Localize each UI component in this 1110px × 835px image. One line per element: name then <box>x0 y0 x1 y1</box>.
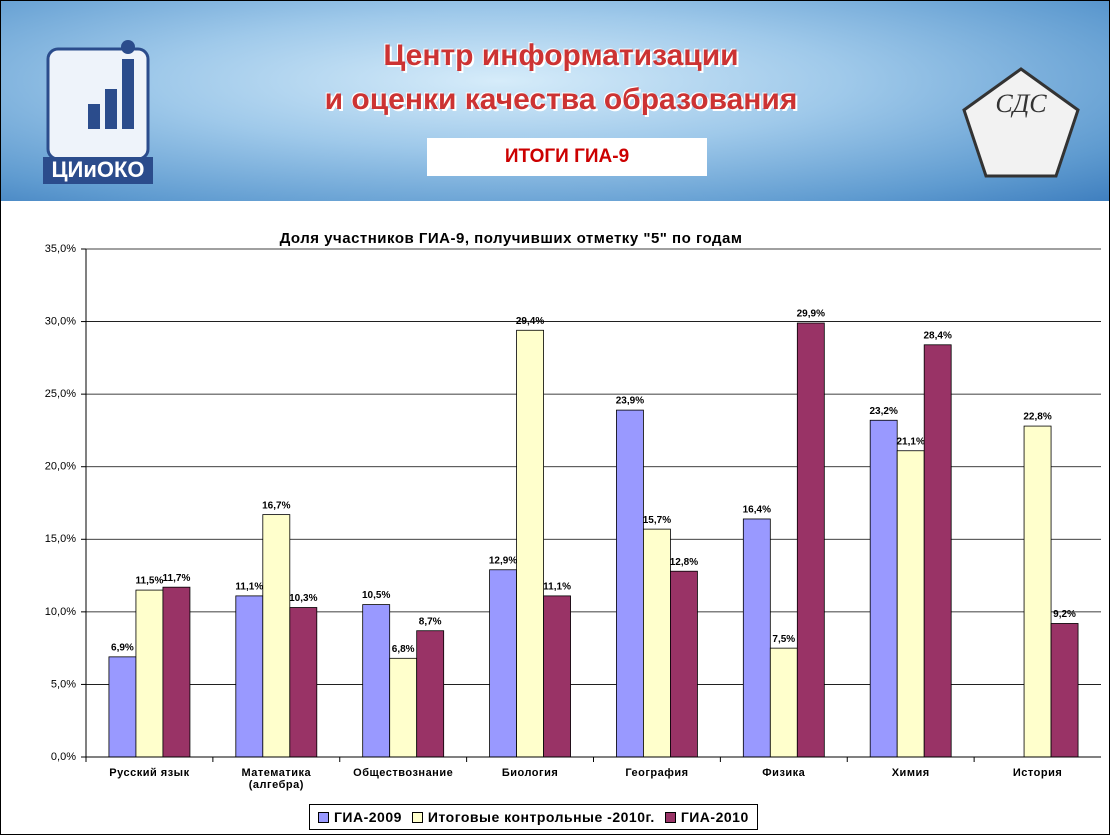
data-label: 21,1% <box>897 436 925 447</box>
bar <box>236 596 263 757</box>
bar <box>263 515 290 757</box>
chart: Доля участников ГИА-9, получивших отметк… <box>1 1 1109 834</box>
data-label: 9,2% <box>1053 609 1076 620</box>
y-tick-label: 20,0% <box>45 461 76 473</box>
data-label: 6,8% <box>392 644 415 655</box>
data-label: 23,9% <box>616 396 644 407</box>
bar <box>670 571 697 757</box>
bar <box>290 608 317 757</box>
data-label: 8,7% <box>419 616 442 627</box>
bar <box>1051 623 1078 757</box>
x-tick-label: Физика <box>724 767 844 779</box>
bar <box>897 451 924 757</box>
legend-label: Итоговые контрольные -2010г. <box>428 809 655 825</box>
x-tick-label: Химия <box>851 767 971 779</box>
data-label: 10,3% <box>289 593 317 604</box>
y-tick-label: 10,0% <box>45 606 76 618</box>
data-label: 11,1% <box>235 582 263 593</box>
bar <box>770 648 797 757</box>
data-label: 29,9% <box>797 309 825 320</box>
data-label: 7,5% <box>772 634 795 645</box>
bar <box>390 658 417 757</box>
data-label: 11,7% <box>163 573 191 584</box>
y-tick-label: 25,0% <box>45 388 76 400</box>
x-tick-label: Математика (алгебра) <box>216 767 336 791</box>
legend-swatch <box>318 812 329 823</box>
legend-label: ГИА-2010 <box>681 809 749 825</box>
data-label: 10,5% <box>362 590 390 601</box>
data-label: 12,8% <box>670 557 698 568</box>
bar <box>544 596 571 757</box>
legend-swatch <box>412 812 423 823</box>
y-tick-label: 30,0% <box>45 315 76 327</box>
bar <box>797 323 824 757</box>
data-label: 12,9% <box>489 555 517 566</box>
bar <box>616 410 643 757</box>
legend: ГИА-2009 Итоговые контрольные -2010г. ГИА-… <box>309 804 758 830</box>
data-label: 16,7% <box>262 500 290 511</box>
legend-swatch <box>665 812 676 823</box>
data-label: 23,2% <box>870 406 898 417</box>
legend-label: ГИА-2009 <box>334 809 402 825</box>
bar <box>136 590 163 757</box>
x-tick-label: Биология <box>470 767 590 779</box>
slide: ЦИиОКО Центр информатизации и оценки кач… <box>0 0 1110 835</box>
x-tick-label: История <box>978 767 1098 779</box>
bar <box>417 631 444 757</box>
data-label: 11,1% <box>543 582 571 593</box>
bar <box>870 420 897 757</box>
bar <box>743 519 770 757</box>
legend-item: ГИА-2010 <box>665 809 749 825</box>
y-tick-label: 5,0% <box>51 678 76 690</box>
data-label: 11,5% <box>136 576 164 587</box>
y-tick-label: 0,0% <box>51 751 76 763</box>
bar <box>163 587 190 757</box>
data-label: 29,4% <box>516 316 544 327</box>
data-label: 22,8% <box>1023 412 1051 423</box>
data-label: 15,7% <box>643 515 671 526</box>
bar <box>1024 426 1051 757</box>
legend-item: Итоговые контрольные -2010г. <box>412 809 655 825</box>
x-tick-label: География <box>597 767 717 779</box>
bar <box>490 570 517 757</box>
x-tick-label: Обществознание <box>343 767 463 779</box>
bar <box>517 330 544 757</box>
legend-item: ГИА-2009 <box>318 809 402 825</box>
data-label: 28,4% <box>924 330 952 341</box>
x-tick-label: Русский язык <box>89 767 209 779</box>
bar <box>363 605 390 757</box>
bar <box>643 529 670 757</box>
data-label: 16,4% <box>743 505 771 516</box>
data-label: 6,9% <box>111 642 134 653</box>
chart-title: Доля участников ГИА-9, получивших отметк… <box>280 230 743 247</box>
bar <box>109 657 136 757</box>
bar <box>924 345 951 757</box>
y-tick-label: 35,0% <box>45 243 76 255</box>
y-tick-label: 15,0% <box>45 533 76 545</box>
